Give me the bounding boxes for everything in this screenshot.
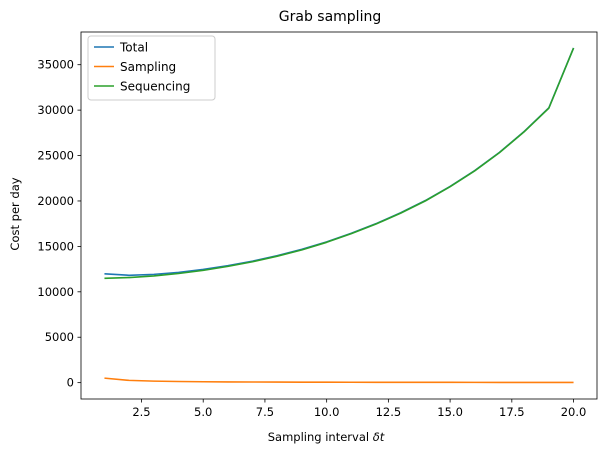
y-tick-label: 5000 [45, 330, 74, 344]
legend-entry: Sequencing [120, 80, 190, 94]
y-tick-label: 20000 [37, 194, 74, 208]
x-tick-label: 20.0 [561, 405, 587, 419]
series-lines [104, 47, 575, 384]
x-tick-label: 12.5 [376, 405, 402, 419]
y-tick-label: 30000 [37, 103, 74, 117]
x-ticks: 2.5 5.0 7.5 10.0 12.5 15.0 17.5 20.0 [132, 399, 586, 419]
x-axis-label: Sampling interval δt [268, 430, 385, 444]
legend-entry: Total [119, 41, 148, 55]
y-tick-label: 10000 [37, 285, 74, 299]
x-tick-label: 15.0 [437, 405, 463, 419]
series-line-sequencing [104, 47, 575, 280]
y-axis-label: Cost per day [8, 177, 22, 250]
y-tick-label: 35000 [37, 58, 74, 72]
x-tick-label: 5.0 [194, 405, 212, 419]
series-line-sampling [104, 377, 574, 384]
y-tick-label: 15000 [37, 239, 74, 253]
y-ticks: 0 5000 10000 15000 20000 25000 30000 35000 [37, 58, 81, 390]
x-tick-label: 7.5 [256, 405, 274, 419]
y-tick-label: 0 [67, 376, 74, 390]
x-tick-label: 10.0 [314, 405, 340, 419]
y-tick-label: 25000 [37, 149, 74, 163]
x-tick-label: 17.5 [499, 405, 525, 419]
x-axis-label-text: Sampling interval [268, 430, 373, 444]
plot-area-frame [80, 31, 598, 400]
x-tick-label: 2.5 [132, 405, 150, 419]
chart-title: Grab sampling [279, 9, 381, 25]
legend: Total Sampling Sequencing [87, 35, 216, 101]
legend-box [87, 35, 216, 101]
legend-entry: Sampling [120, 60, 176, 74]
x-axis-label-symbol: δt [373, 430, 385, 444]
